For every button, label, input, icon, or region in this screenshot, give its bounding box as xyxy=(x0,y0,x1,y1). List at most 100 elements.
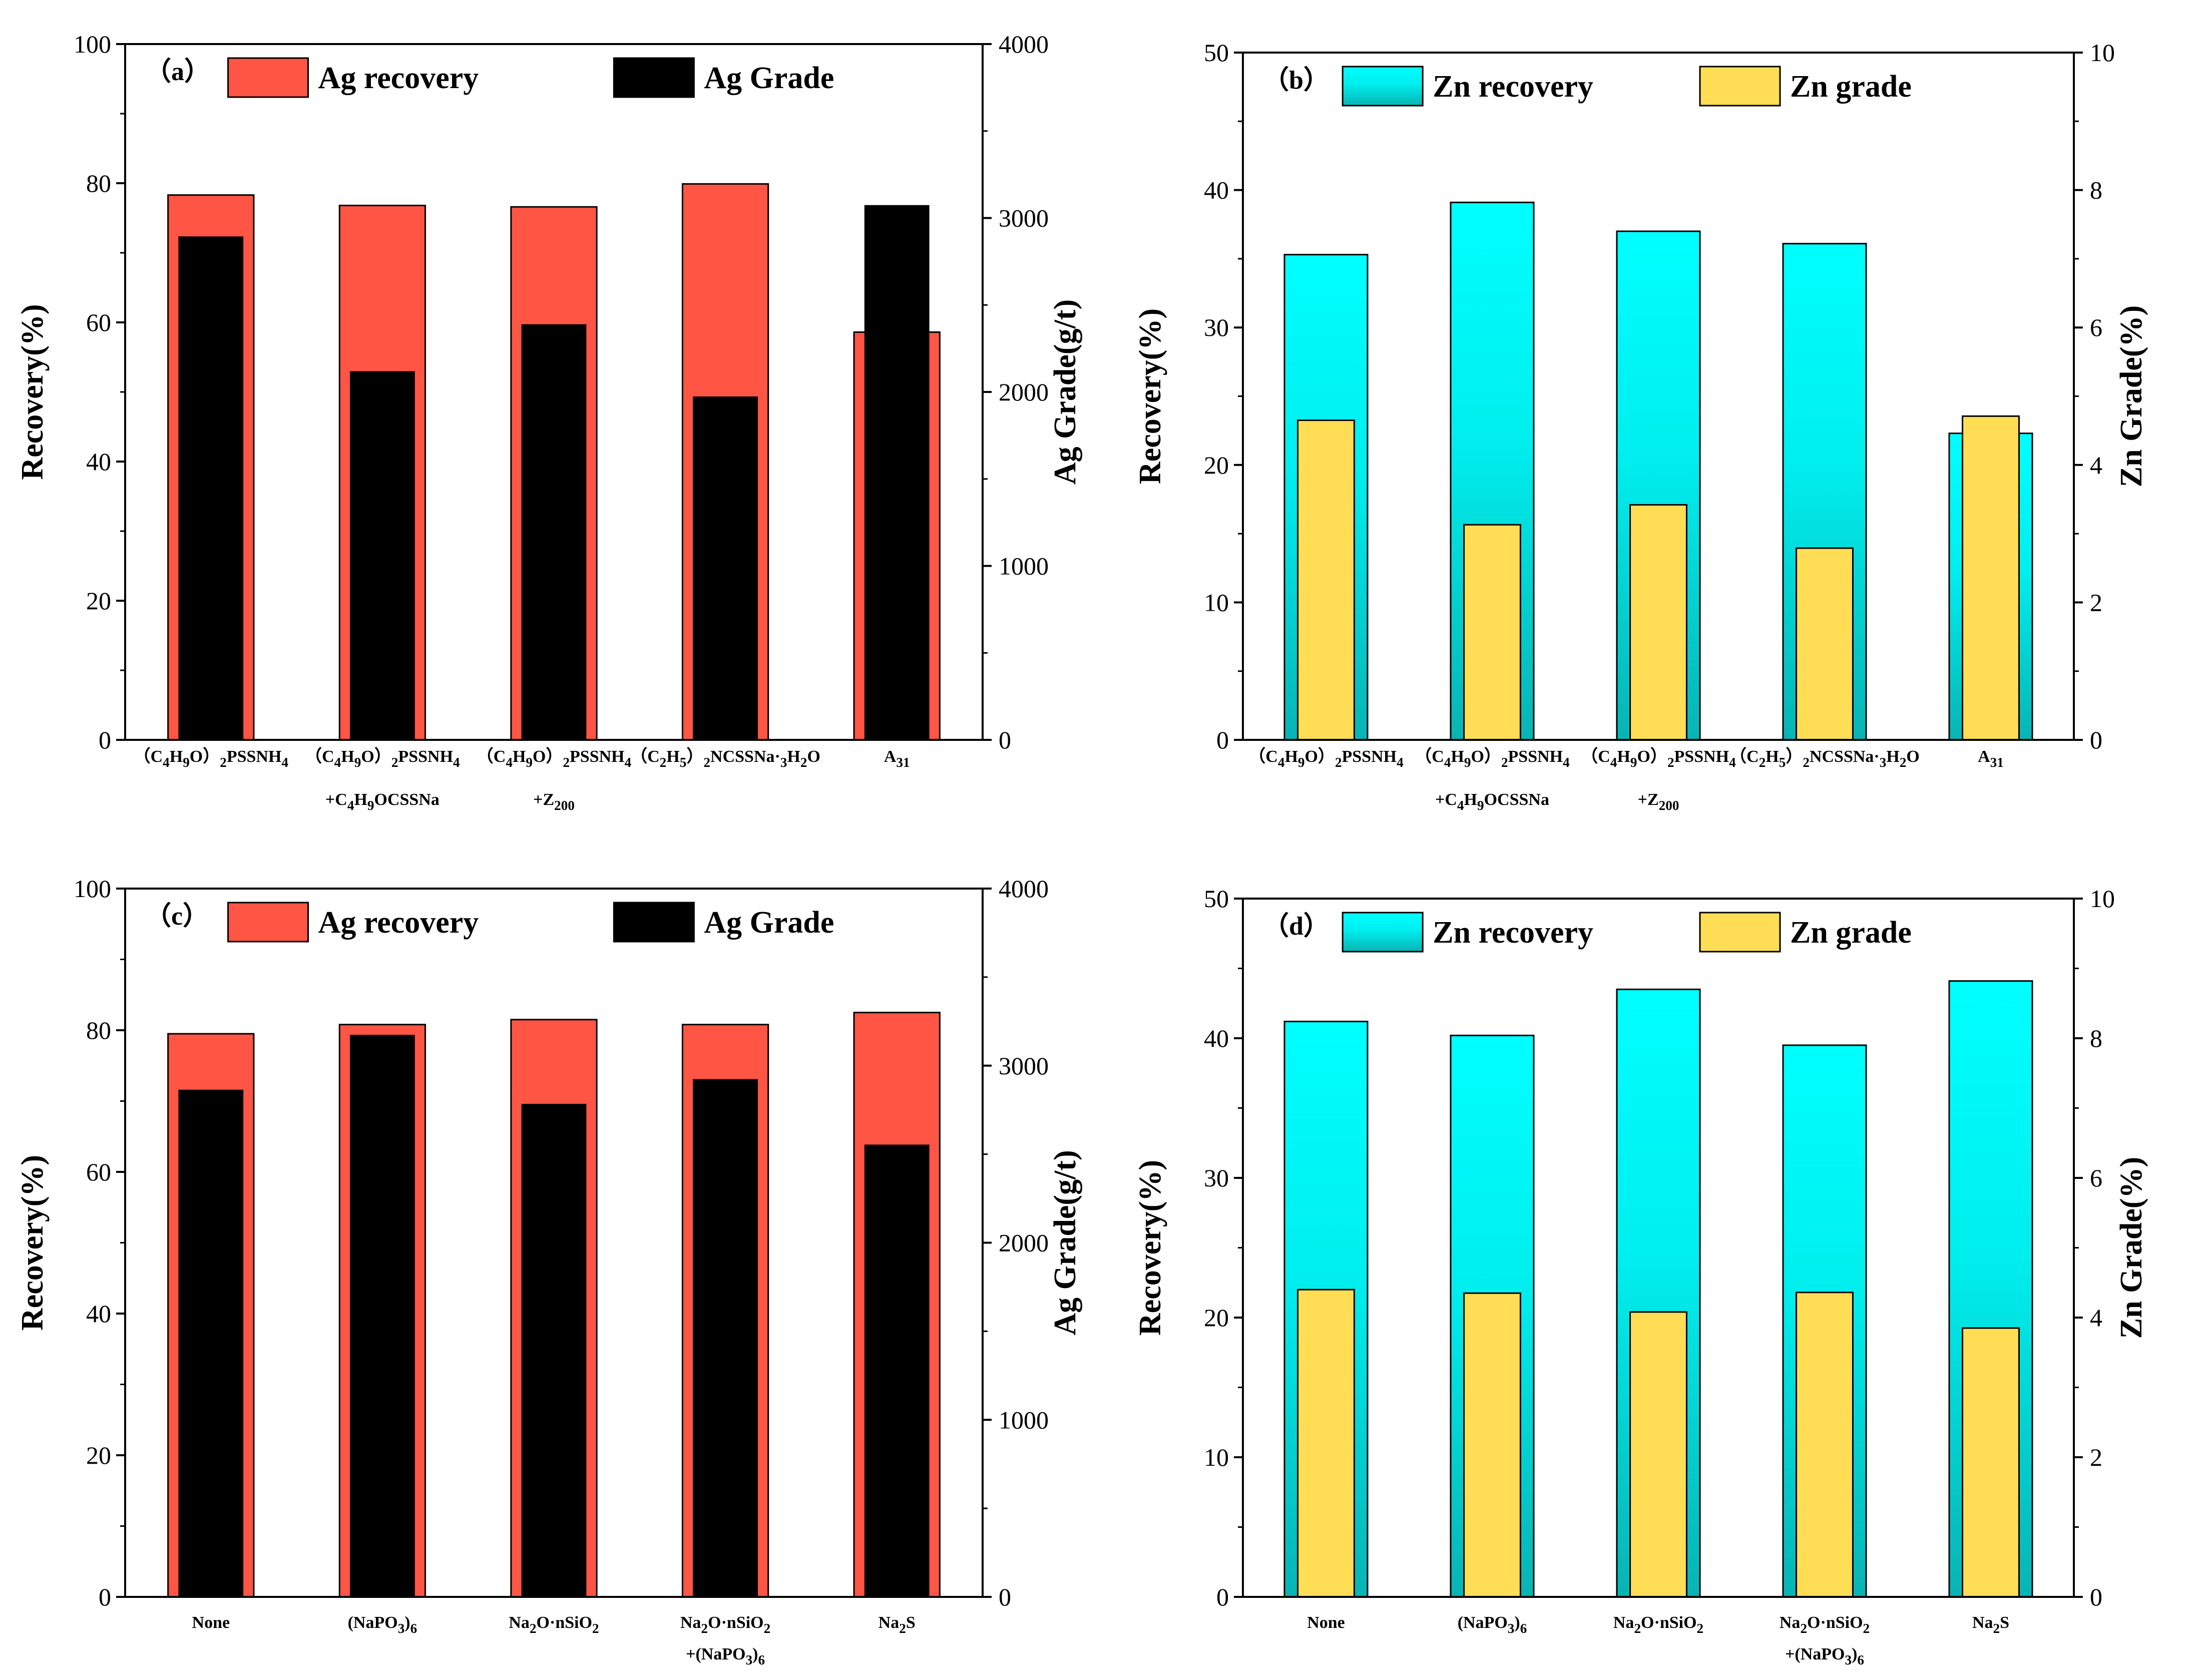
left-tick-label-b-2: 20 xyxy=(1204,451,1229,479)
chart-panel-c: 02040608010001000200030004000Recovery(%)… xyxy=(16,875,1082,1667)
y-axis-label-left-d: Recovery(%) xyxy=(1133,1160,1167,1336)
bar-d-grade-3 xyxy=(1796,1292,1854,1598)
bar-c-grade-4 xyxy=(864,1144,930,1598)
left-tick-label-a-0: 0 xyxy=(99,726,111,754)
legend-swatch-b-0 xyxy=(1342,66,1424,107)
x-tick-label-c-2: Na2O·nSiO2 xyxy=(509,1613,599,1636)
legend-label-d-0: Zn recovery xyxy=(1433,916,1593,950)
left-tick-label-a-1: 20 xyxy=(86,587,111,615)
y-axis-label-right-d: Zn Grade(%) xyxy=(2114,1157,2148,1339)
right-tick-label-d-1: 2 xyxy=(2090,1443,2102,1471)
right-tick-label-d-5: 10 xyxy=(2090,885,2115,913)
x-tick-label-b-4: A31 xyxy=(1978,747,2004,770)
left-tick-label-d-0: 0 xyxy=(1216,1583,1229,1611)
x-tick-label-d-4: Na2S xyxy=(1972,1613,2009,1636)
left-tick-label-b-0: 0 xyxy=(1216,726,1229,754)
x-tick-sublabel-a-2: +Z200 xyxy=(533,790,575,813)
right-tick-label-d-4: 8 xyxy=(2090,1024,2102,1052)
panel-label-c: （c） xyxy=(145,902,209,931)
legend-label-c-1: Ag Grade xyxy=(704,906,834,940)
x-tick-sublabel-b-1: +C4H9OCSSNa xyxy=(1435,790,1549,813)
x-tick-label-a-3: （C2H5）2NCSSNa·3H2O xyxy=(630,746,820,770)
x-tick-sublabel-d-3: +(NaPO3)6 xyxy=(1785,1645,1864,1667)
x-tick-sublabel-b-2: +Z200 xyxy=(1638,790,1679,813)
x-tick-label-b-1: （C4H9O）2PSSNH4 xyxy=(1415,746,1570,770)
right-tick-label-d-2: 4 xyxy=(2090,1304,2102,1332)
legend-label-d-1: Zn grade xyxy=(1790,916,1912,950)
left-tick-label-c-4: 80 xyxy=(86,1016,111,1044)
bar-a-grade-4 xyxy=(864,205,930,741)
right-tick-label-c-3: 3000 xyxy=(999,1052,1049,1080)
bar-a-grade-1 xyxy=(350,371,415,741)
chart-panel-a: 02040608010001000200030004000Recovery(%)… xyxy=(16,30,1082,813)
x-tick-label-c-3: Na2O·nSiO2 xyxy=(680,1613,770,1636)
right-tick-label-a-1: 1000 xyxy=(999,552,1049,580)
bar-a-grade-2 xyxy=(521,324,587,741)
right-tick-label-b-2: 4 xyxy=(2090,451,2102,479)
left-tick-label-c-3: 60 xyxy=(86,1158,111,1186)
bar-b-grade-3 xyxy=(1796,547,1854,741)
left-tick-label-c-5: 100 xyxy=(74,875,111,903)
x-tick-label-c-1: (NaPO3)6 xyxy=(348,1613,417,1636)
x-tick-label-b-3: （C2H5）2NCSSNa·3H2O xyxy=(1729,746,1920,770)
left-tick-label-a-4: 80 xyxy=(86,169,111,197)
left-tick-label-c-1: 20 xyxy=(86,1441,111,1469)
bar-c-grade-3 xyxy=(693,1079,758,1598)
chart-panel-d: 0 10 20 30 40 50 0 2 4 6 8 10 Recovery(%) Zn Grade(%)… xyxy=(1133,885,2148,1667)
x-tick-sublabel-a-1: +C4H9OCSSNa xyxy=(325,790,439,813)
x-tick-label-c-4: Na2S xyxy=(878,1613,916,1636)
x-tick-label-d-2: Na2O·nSiO2 xyxy=(1613,1613,1703,1636)
x-tick-label-a-1: （C4H9O）2PSSNH4 xyxy=(305,746,460,770)
left-tick-label-d-2: 20 xyxy=(1204,1304,1229,1332)
y-axis-label-left-a: Recovery(%) xyxy=(16,304,50,480)
left-tick-label-a-2: 40 xyxy=(86,448,111,476)
x-tick-label-a-2: （C4H9O）2PSSNH4 xyxy=(477,746,632,770)
legend-swatch-a-1 xyxy=(613,57,695,98)
panel-label-d: （d） xyxy=(1263,912,1330,941)
bar-b-grade-4 xyxy=(1962,415,2020,741)
legend-label-a-1: Ag Grade xyxy=(704,61,834,95)
y-axis-label-right-a: Ag Grade(g/t) xyxy=(1048,299,1082,485)
x-tick-label-d-1: (NaPO3)6 xyxy=(1458,1613,1527,1636)
left-tick-label-b-3: 30 xyxy=(1204,313,1229,341)
left-tick-label-b-1: 10 xyxy=(1204,588,1229,616)
right-tick-label-d-3: 6 xyxy=(2090,1164,2102,1192)
y-axis-label-right-b: Zn Grade(%) xyxy=(2114,305,2148,487)
legend-label-b-0: Zn recovery xyxy=(1433,70,1593,104)
legend-label-b-1: Zn grade xyxy=(1790,70,1912,104)
x-tick-label-b-0: （C4H9O）2PSSNH4 xyxy=(1248,746,1404,770)
legend-swatch-a-0 xyxy=(227,57,309,98)
bar-a-grade-0 xyxy=(178,236,244,741)
x-tick-label-d-0: None xyxy=(1307,1613,1345,1632)
right-tick-label-b-1: 2 xyxy=(2090,588,2102,616)
y-axis-label-left-b: Recovery(%) xyxy=(1133,308,1167,484)
y-axis-label-right-c: Ag Grade(g/t) xyxy=(1048,1150,1082,1335)
bar-d-grade-0 xyxy=(1297,1289,1355,1598)
x-tick-label-d-3: Na2O·nSiO2 xyxy=(1780,1613,1870,1636)
right-tick-label-b-5: 10 xyxy=(2090,39,2115,67)
panel-label-a: （a） xyxy=(145,57,210,86)
bar-c-grade-1 xyxy=(350,1035,415,1598)
legend-label-c-0: Ag recovery xyxy=(318,906,479,940)
bar-c-grade-0 xyxy=(178,1089,244,1598)
right-tick-label-b-4: 8 xyxy=(2090,176,2102,204)
legend-label-a-0: Ag recovery xyxy=(318,61,479,95)
right-tick-label-b-0: 0 xyxy=(2090,726,2102,754)
left-tick-label-b-5: 50 xyxy=(1204,39,1229,67)
left-tick-label-d-1: 10 xyxy=(1204,1443,1229,1471)
x-tick-label-a-0: （C4H9O）2PSSNH4 xyxy=(134,746,289,770)
left-tick-label-a-5: 100 xyxy=(74,30,111,58)
right-tick-label-a-0: 0 xyxy=(999,726,1011,754)
bar-b-grade-2 xyxy=(1629,504,1687,741)
right-tick-label-c-1: 1000 xyxy=(999,1406,1049,1434)
left-tick-label-a-3: 60 xyxy=(86,308,111,336)
right-tick-label-b-3: 6 xyxy=(2090,313,2102,341)
legend-swatch-b-1 xyxy=(1699,66,1781,107)
bar-a-grade-3 xyxy=(693,396,758,741)
chart-panel-b: 0 10 20 30 40 50 0 2 4 6 8 10 Recovery(%) Zn Grade(%)… xyxy=(1133,39,2148,813)
right-tick-label-d-0: 0 xyxy=(2090,1583,2102,1611)
left-tick-label-b-4: 40 xyxy=(1204,176,1229,204)
right-tick-label-a-3: 3000 xyxy=(999,204,1049,232)
